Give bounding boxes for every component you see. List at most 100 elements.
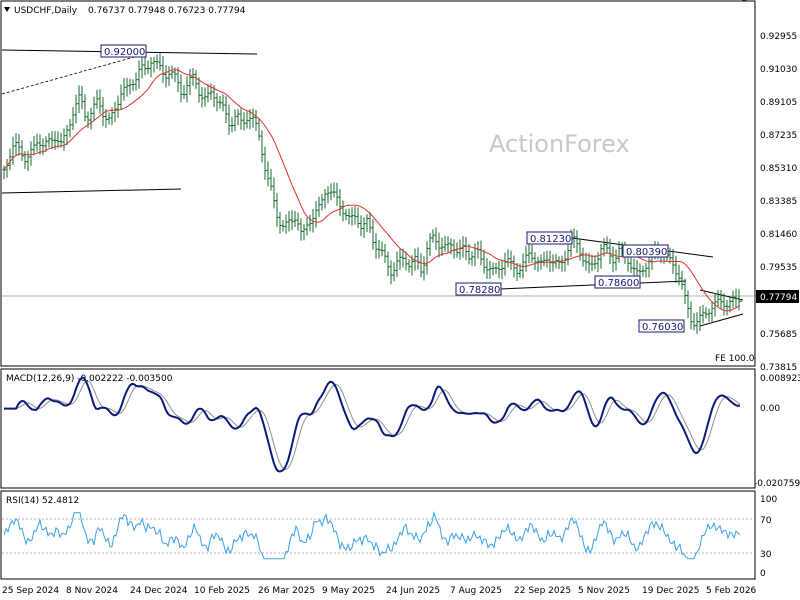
price-bar xyxy=(563,250,567,272)
trendline-bottom xyxy=(1,188,182,194)
rsi-tick-0: 100 xyxy=(760,495,777,505)
price-bar xyxy=(293,211,297,227)
price-bar xyxy=(710,301,714,323)
level-label-5: 0.76030 xyxy=(638,319,685,333)
price-bar xyxy=(716,289,720,307)
price-bar xyxy=(512,255,516,278)
price-bar xyxy=(380,241,384,257)
macd-panel-frame xyxy=(0,368,756,489)
x-axis: 25 Sep 2024 8 Nov 2024 24 Dec 2024 10 Fe… xyxy=(2,586,757,596)
price-tick-7: 0.79535 xyxy=(760,263,797,273)
x-tick-11: 5 Feb 2026 xyxy=(706,586,757,596)
price-bar xyxy=(188,69,192,96)
price-bar xyxy=(272,177,276,209)
price-bar xyxy=(479,240,483,266)
x-tick-1: 8 Nov 2024 xyxy=(66,586,118,596)
price-bar xyxy=(203,87,207,107)
price-bar xyxy=(668,247,672,264)
price-bar xyxy=(413,248,417,271)
x-tick-4: 26 Mar 2025 xyxy=(258,586,315,596)
price-bar xyxy=(326,185,330,204)
price-bar xyxy=(530,245,534,263)
level-box xyxy=(455,282,502,296)
price-bar xyxy=(383,244,387,263)
price-bar xyxy=(614,249,618,271)
price-bar xyxy=(593,255,597,270)
price-bar xyxy=(155,54,159,70)
price-bar xyxy=(29,141,33,166)
price-bar xyxy=(275,193,279,227)
price-bar xyxy=(278,211,282,234)
price-tick-1: 0.91030 xyxy=(760,65,797,75)
price-bar xyxy=(245,111,249,129)
price-bar xyxy=(425,241,429,275)
price-bar xyxy=(578,239,582,261)
price-bar xyxy=(374,233,378,259)
rsi-polyline xyxy=(3,510,741,560)
price-tick-3: 0.87235 xyxy=(760,131,797,141)
price-bar xyxy=(35,133,39,152)
triangle-down-icon[interactable] xyxy=(4,7,10,12)
price-tick-2: 0.89105 xyxy=(760,98,797,108)
price-bar xyxy=(455,242,459,258)
x-tick-0: 25 Sep 2024 xyxy=(2,586,59,596)
price-bar xyxy=(608,238,612,265)
x-tick-10: 19 Dec 2025 xyxy=(642,586,700,596)
macd-tick-1: 0.00 xyxy=(760,404,780,414)
price-bar xyxy=(641,265,645,277)
price-bar xyxy=(737,289,741,311)
price-bar xyxy=(545,250,549,268)
price-bar xyxy=(698,306,702,332)
price-bar xyxy=(179,74,183,103)
price-bar xyxy=(302,224,306,241)
price-bar xyxy=(218,95,222,109)
price-bar xyxy=(26,150,30,172)
price-bar xyxy=(605,236,609,253)
price-bar xyxy=(338,189,342,217)
price-bar xyxy=(443,235,447,252)
price-bar xyxy=(437,232,441,258)
price-bar xyxy=(491,262,495,276)
macd-lines xyxy=(4,376,741,473)
price-bar xyxy=(509,250,513,270)
price-bar xyxy=(701,304,705,324)
price-bar xyxy=(572,228,576,248)
price-bar xyxy=(101,97,105,126)
price-bar xyxy=(536,256,540,272)
price-bar xyxy=(734,288,738,308)
price-bar xyxy=(50,130,54,150)
level-label-3: 0.80390 xyxy=(622,244,669,258)
macd-signal-line xyxy=(4,380,741,470)
price-bar xyxy=(728,296,732,313)
price-bar xyxy=(452,239,456,259)
price-bar xyxy=(575,230,579,253)
price-bar xyxy=(719,290,723,310)
level-text: 0.78600 xyxy=(598,278,639,289)
level-text: 0.80390 xyxy=(626,247,667,258)
price-bar xyxy=(500,259,504,279)
level-text: 0.76030 xyxy=(642,322,683,333)
price-bar xyxy=(395,251,399,277)
price-bar xyxy=(59,132,63,148)
price-bar xyxy=(434,227,438,250)
price-bar xyxy=(116,95,120,118)
price-bar xyxy=(266,161,270,187)
price-bar xyxy=(683,278,687,304)
price-bar xyxy=(344,209,348,221)
price-bar xyxy=(260,130,264,163)
level-box xyxy=(526,231,573,245)
price-bar xyxy=(146,60,150,75)
price-bar xyxy=(440,237,444,257)
price-bar xyxy=(428,233,432,257)
price-bar xyxy=(308,214,312,232)
price-bar xyxy=(227,104,231,135)
price-bar xyxy=(359,215,363,237)
price-bar xyxy=(347,208,351,225)
price-bar xyxy=(350,207,354,226)
current-price-text: 0.77794 xyxy=(760,293,797,303)
price-bar xyxy=(185,76,189,103)
price-bar xyxy=(323,189,327,209)
price-bar xyxy=(74,94,78,124)
price-bar xyxy=(164,65,168,88)
level-box xyxy=(100,44,147,58)
